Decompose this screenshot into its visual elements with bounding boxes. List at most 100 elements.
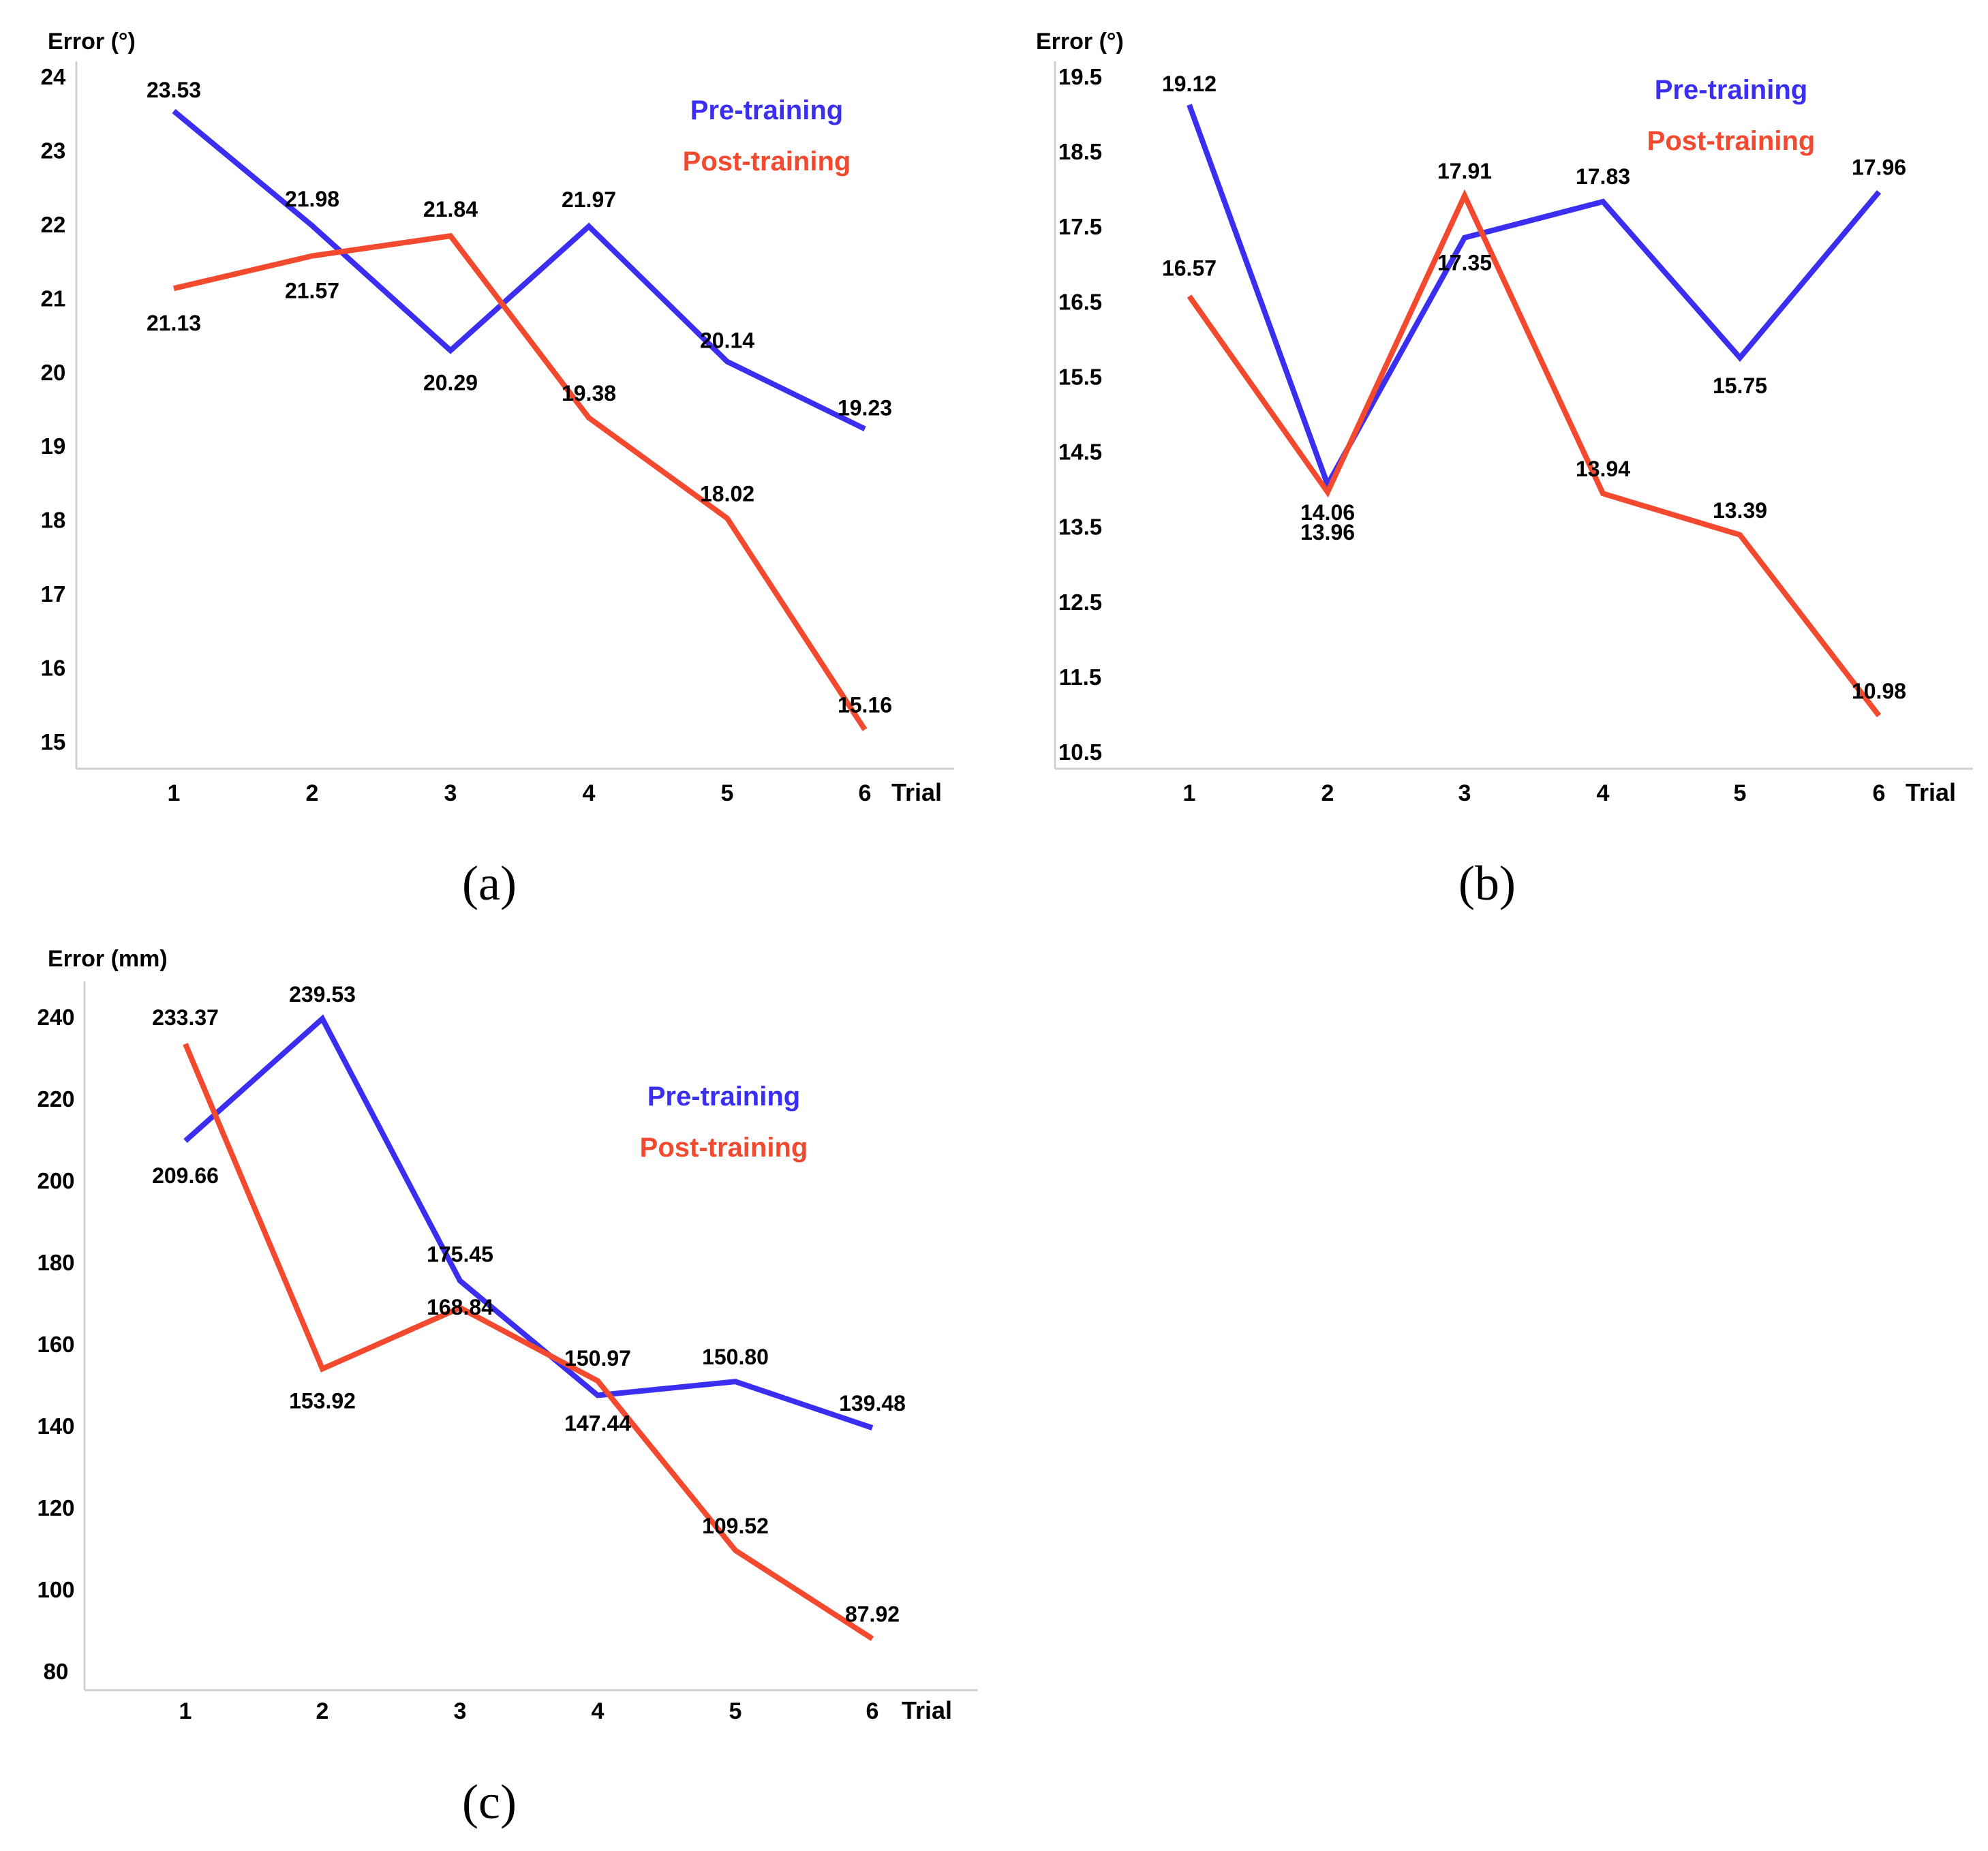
x-tick-label: 4 xyxy=(592,1698,605,1724)
y-tick-label: 21 xyxy=(41,286,66,311)
x-tick-label: 4 xyxy=(583,780,596,806)
x-tick-label: 2 xyxy=(1321,780,1334,806)
pre-training-data-label: 17.96 xyxy=(1852,155,1906,180)
pre-training-series-line xyxy=(183,1014,874,1431)
x-tick-label: 1 xyxy=(1183,780,1196,806)
y-tick-label: 11.5 xyxy=(1059,664,1101,690)
x-axis-label: Trial xyxy=(1906,778,1956,806)
y-tick-label: 22 xyxy=(41,212,66,237)
post-training-data-label: 13.39 xyxy=(1713,498,1767,523)
x-tick-label: 4 xyxy=(1597,780,1610,806)
post-training-data-label: 10.98 xyxy=(1852,679,1906,703)
pre-training-data-label: 20.29 xyxy=(423,370,478,395)
post-training-data-label: 168.84 xyxy=(427,1295,493,1319)
y-tick-label: 20 xyxy=(41,360,66,385)
y-tick-label: 24 xyxy=(41,64,66,89)
pre-training-data-label: 15.75 xyxy=(1713,373,1767,398)
x-tick-label: 2 xyxy=(306,780,319,806)
y-axis-label: Error (°) xyxy=(48,29,136,55)
pre-training-data-label: 19.23 xyxy=(838,395,892,420)
post-training-data-label: 233.37 xyxy=(152,1005,219,1030)
panel-caption: (c) xyxy=(462,1775,517,1829)
pre-training-data-label: 23.53 xyxy=(147,78,201,102)
post-training-data-label: 87.92 xyxy=(845,1602,900,1626)
y-tick-label: 10.5 xyxy=(1058,739,1102,765)
post-training-series-line xyxy=(183,1043,874,1641)
pre-training-data-label: 21.97 xyxy=(562,187,616,212)
legend-post-training: Post-training xyxy=(683,147,851,177)
post-training-data-label: 15.16 xyxy=(838,693,892,718)
pre-training-data-label: 209.66 xyxy=(152,1163,219,1188)
pre-training-data-label: 14.06 xyxy=(1300,500,1355,525)
post-training-data-label: 18.02 xyxy=(700,481,754,506)
post-training-data-label: 17.91 xyxy=(1437,159,1492,183)
x-tick-label: 3 xyxy=(444,780,457,806)
y-axis-label: Error (mm) xyxy=(48,946,168,972)
pre-training-data-label: 139.48 xyxy=(839,1391,906,1416)
pre-training-series-line xyxy=(1187,104,1882,491)
panel-caption: (b) xyxy=(1458,856,1516,911)
y-tick-label: 180 xyxy=(37,1250,74,1275)
y-tick-label: 19 xyxy=(41,433,66,459)
pre-training-series-line xyxy=(172,108,866,431)
pre-training-data-label: 147.44 xyxy=(564,1411,631,1435)
x-tick-label: 3 xyxy=(454,1698,467,1724)
pre-training-data-label: 150.80 xyxy=(702,1345,769,1369)
x-tick-label: 2 xyxy=(316,1698,329,1724)
x-tick-label: 3 xyxy=(1458,780,1471,806)
post-training-data-label: 16.57 xyxy=(1162,256,1217,281)
x-tick-label: 5 xyxy=(721,780,734,806)
x-axis-label: Trial xyxy=(891,778,942,806)
y-tick-label: 200 xyxy=(37,1168,74,1193)
post-training-series-line xyxy=(173,232,868,731)
pre-training-data-label: 19.12 xyxy=(1162,72,1217,96)
y-tick-label: 240 xyxy=(37,1005,74,1030)
post-training-data-label: 109.52 xyxy=(702,1514,769,1538)
chart-panel-c: Error (mm) 240 220 200 180 160 140 120 100 80 1 2 3 4… xyxy=(37,946,978,1829)
post-training-data-label: 150.97 xyxy=(564,1346,631,1371)
y-tick-label: 15.5 xyxy=(1058,364,1102,389)
pre-training-data-label: 17.83 xyxy=(1576,164,1630,189)
y-axis-label: Error (°) xyxy=(1036,29,1124,55)
y-tick-label: 140 xyxy=(37,1413,74,1439)
pre-training-data-label: 20.14 xyxy=(700,328,754,353)
y-tick-label: 16.5 xyxy=(1058,289,1102,314)
post-training-data-label: 13.94 xyxy=(1576,457,1630,481)
x-tick-label: 6 xyxy=(866,1698,879,1724)
post-training-data-label: 21.57 xyxy=(285,279,339,303)
y-tick-label: 12.5 xyxy=(1058,590,1102,615)
pre-training-data-label: 17.35 xyxy=(1437,251,1492,275)
y-tick-label: 15 xyxy=(41,729,66,754)
post-training-data-label: 21.13 xyxy=(147,311,201,335)
y-tick-label: 17 xyxy=(41,581,66,607)
x-tick-label: 6 xyxy=(859,780,872,806)
y-tick-label: 19.5 xyxy=(1058,64,1102,89)
x-tick-label: 1 xyxy=(168,780,181,806)
y-tick-label: 18.5 xyxy=(1058,139,1102,164)
y-tick-label: 18 xyxy=(41,508,66,533)
y-tick-label: 80 xyxy=(44,1659,69,1684)
x-tick-label: 5 xyxy=(1734,780,1747,806)
post-training-data-label: 19.38 xyxy=(562,381,616,406)
x-tick-label: 6 xyxy=(1873,780,1886,806)
y-tick-label: 160 xyxy=(37,1332,74,1357)
legend-pre-training: Pre-training xyxy=(1655,75,1807,105)
y-tick-label: 13.5 xyxy=(1058,515,1102,540)
legend-post-training: Post-training xyxy=(640,1133,808,1163)
legend-pre-training: Pre-training xyxy=(647,1082,800,1112)
y-tick-label: 23 xyxy=(41,138,66,163)
chart-panel-b: Error (°) 19.5 18.5 17.5 16.5 15.5 14.5 13.5 12.… xyxy=(1036,29,1973,911)
panel-caption: (a) xyxy=(462,856,517,911)
legend-post-training: Post-training xyxy=(1647,126,1816,156)
y-tick-label: 14.5 xyxy=(1058,440,1102,465)
legend-pre-training: Pre-training xyxy=(690,95,843,125)
y-tick-label: 220 xyxy=(37,1086,74,1112)
post-training-series-line xyxy=(1187,189,1882,718)
x-tick-label: 1 xyxy=(179,1698,192,1724)
y-tick-label: 17.5 xyxy=(1058,214,1102,239)
y-tick-label: 16 xyxy=(41,656,66,681)
x-tick-label: 5 xyxy=(729,1698,742,1724)
pre-training-data-label: 175.45 xyxy=(427,1242,493,1266)
